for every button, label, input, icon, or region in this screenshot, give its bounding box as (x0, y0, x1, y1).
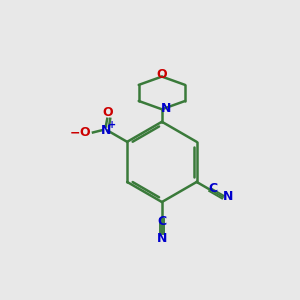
Text: N: N (157, 232, 167, 245)
Text: C: C (157, 214, 167, 227)
Text: −: − (70, 126, 80, 139)
Text: +: + (108, 120, 116, 130)
Text: O: O (79, 126, 90, 139)
Text: N: N (100, 124, 111, 136)
Text: O: O (157, 68, 167, 81)
Text: C: C (208, 182, 217, 195)
Text: N: N (223, 190, 233, 203)
Text: N: N (160, 102, 171, 115)
Text: O: O (103, 106, 113, 119)
